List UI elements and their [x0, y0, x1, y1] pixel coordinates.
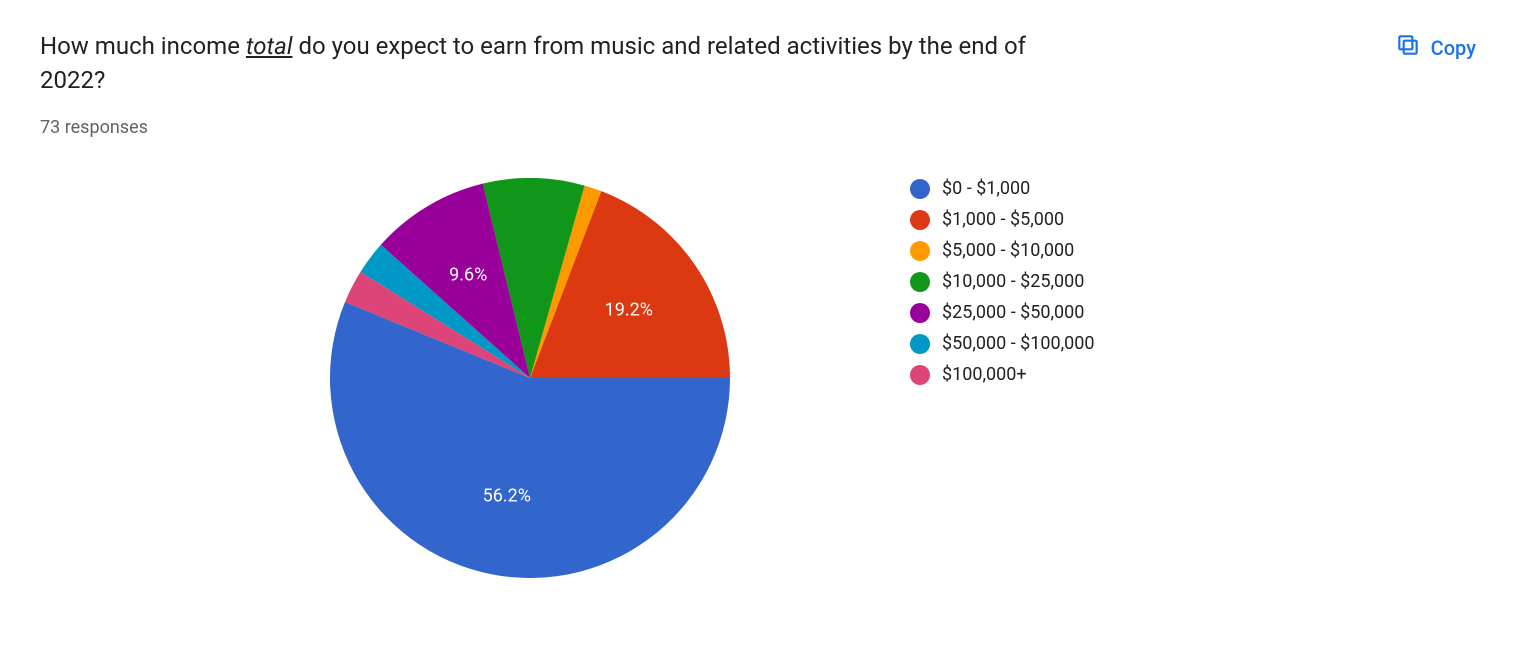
question-emphasis: total — [246, 32, 293, 60]
legend-swatch — [910, 272, 930, 292]
pie-chart: 56.2% 19.2% 9.6% — [330, 178, 730, 578]
legend-item[interactable]: $0 - $1,000 — [910, 178, 1095, 199]
slice-label: 9.6% — [449, 265, 487, 286]
legend-label: $50,000 - $100,000 — [942, 333, 1095, 354]
pie-svg — [330, 178, 730, 578]
legend-label: $100,000+ — [942, 364, 1027, 385]
question-text-before: How much income — [40, 32, 246, 60]
legend-item[interactable]: $10,000 - $25,000 — [910, 271, 1095, 292]
copy-button[interactable]: Copy — [1395, 30, 1476, 63]
copy-icon — [1395, 32, 1421, 63]
legend-label: $25,000 - $50,000 — [942, 302, 1084, 323]
legend-label: $1,000 - $5,000 — [942, 209, 1064, 230]
legend-item[interactable]: $25,000 - $50,000 — [910, 302, 1095, 323]
legend-swatch — [910, 179, 930, 199]
legend-label: $5,000 - $10,000 — [942, 240, 1074, 261]
legend-item[interactable]: $5,000 - $10,000 — [910, 240, 1095, 261]
legend: $0 - $1,000 $1,000 - $5,000 $5,000 - $10,0… — [910, 178, 1095, 395]
copy-label: Copy — [1431, 36, 1476, 60]
legend-item[interactable]: $100,000+ — [910, 364, 1095, 385]
chart-area: 56.2% 19.2% 9.6% $0 - $1,000 $1,000 - $5,00… — [40, 178, 1476, 578]
header-row: How much income total do you expect to e… — [40, 30, 1476, 97]
legend-swatch — [910, 303, 930, 323]
legend-label: $10,000 - $25,000 — [942, 271, 1084, 292]
response-count: 73 responses — [40, 117, 1476, 138]
legend-swatch — [910, 210, 930, 230]
legend-label: $0 - $1,000 — [942, 178, 1030, 199]
legend-item[interactable]: $1,000 - $5,000 — [910, 209, 1095, 230]
question-title: How much income total do you expect to e… — [40, 30, 1080, 97]
legend-swatch — [910, 241, 930, 261]
slice-label: 56.2% — [483, 485, 531, 506]
legend-item[interactable]: $50,000 - $100,000 — [910, 333, 1095, 354]
slice-label: 19.2% — [605, 300, 653, 321]
legend-swatch — [910, 334, 930, 354]
legend-swatch — [910, 365, 930, 385]
